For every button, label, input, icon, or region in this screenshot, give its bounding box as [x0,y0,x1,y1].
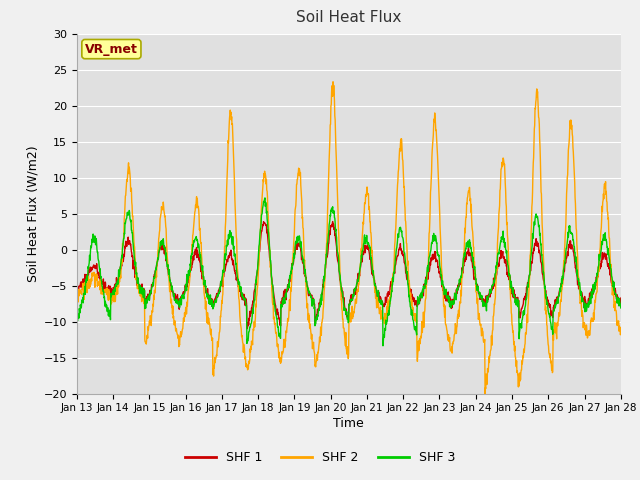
SHF 2 [335,230,342,236]
SHF 3 [379,343,387,348]
Line: SHF 3: SHF 3 [77,198,621,346]
Legend: SHF 1, SHF 2, SHF 3: SHF 1, SHF 2, SHF 3 [180,446,460,469]
SHF 2 [329,79,337,84]
SHF 1 [477,297,485,302]
Line: SHF 2: SHF 2 [77,82,621,395]
SHF 1 [611,291,618,297]
Text: VR_met: VR_met [85,43,138,56]
SHF 2 [477,327,485,333]
Title: Soil Heat Flux: Soil Heat Flux [296,11,401,25]
SHF 3 [73,321,81,327]
SHF 2 [73,289,81,295]
SHF 1 [243,326,251,332]
SHF 3 [261,195,269,201]
SHF 2 [617,327,625,333]
SHF 1 [158,247,166,253]
SHF 3 [158,238,166,243]
SHF 3 [477,295,485,301]
SHF 2 [158,207,166,213]
SHF 2 [611,302,618,308]
SHF 1 [73,283,81,289]
SHF 1 [557,280,565,286]
SHF 3 [324,231,332,237]
Y-axis label: Soil Heat Flux (W/m2): Soil Heat Flux (W/m2) [26,145,40,282]
SHF 1 [335,266,343,272]
SHF 2 [557,299,565,304]
SHF 3 [611,288,618,294]
SHF 3 [335,258,342,264]
SHF 2 [481,392,489,397]
SHF 1 [324,241,332,247]
SHF 2 [324,193,332,199]
X-axis label: Time: Time [333,418,364,431]
SHF 1 [617,295,625,301]
SHF 3 [617,305,625,311]
SHF 3 [557,283,565,289]
Line: SHF 1: SHF 1 [77,222,621,329]
SHF 1 [329,219,337,225]
